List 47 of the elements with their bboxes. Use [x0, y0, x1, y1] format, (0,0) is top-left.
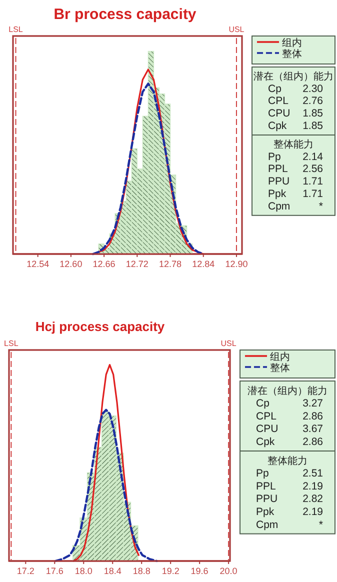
x-tick-label: 12.54	[26, 259, 50, 269]
legend-label: 组内	[270, 351, 290, 363]
legend-label: 整体	[282, 48, 302, 60]
text: 潜在（组内）能力	[248, 384, 328, 397]
legend-label: 组内	[282, 37, 302, 49]
ref-line-label: USL	[220, 339, 237, 348]
text: Cp 2.30	[268, 82, 323, 95]
x-tick-label: 12.78	[159, 259, 182, 269]
x-tick-label: 12.60	[60, 259, 82, 269]
x-tick-label: 20.0	[220, 566, 238, 576]
text: Cpm *	[268, 200, 323, 212]
x-tick-label: 12.90	[225, 259, 248, 269]
text: Pp 2.14	[268, 150, 323, 163]
text: Ppk 1.71	[268, 188, 323, 200]
ref-line-label: LSL	[8, 25, 24, 34]
chart-title: Br process capacity	[54, 6, 197, 23]
text: Cpk 1.85	[268, 120, 323, 132]
text: Cpm *	[256, 518, 323, 531]
x-tick-label: 12.84	[192, 259, 215, 269]
text: PPU 2.82	[256, 493, 323, 506]
text: CPL 2.76	[268, 95, 323, 108]
x-tick-label: 19.2	[162, 566, 180, 576]
x-tick-label: 18.0	[74, 566, 92, 576]
ref-line-label: USL	[228, 25, 245, 34]
x-tick-label: 17.2	[16, 566, 34, 576]
text: 整体能力	[274, 138, 314, 150]
x-tick-label: 17.6	[46, 566, 64, 576]
x-tick-label: 12.66	[92, 259, 116, 269]
legend-label: 整体	[270, 362, 290, 374]
text: 潜在（组内）能力	[254, 70, 334, 82]
text: Pp 2.51	[256, 468, 323, 480]
ref-line-label: LSL	[4, 339, 19, 348]
x-tick-label: 19.6	[190, 566, 208, 576]
x-tick-label: 18.8	[132, 566, 150, 576]
text: Cpk 2.86	[256, 436, 323, 448]
text: PPL 2.56	[268, 163, 323, 176]
x-tick-label: 12.72	[126, 259, 148, 269]
text: CPU 3.67	[256, 423, 323, 436]
text: PPL 2.19	[256, 480, 323, 492]
text: 整体能力	[268, 454, 308, 467]
chart-title: Hcj process capacity	[35, 319, 166, 334]
text: CPL 2.86	[256, 410, 323, 422]
text: Ppk 2.19	[256, 506, 323, 518]
text: PPU 1.71	[268, 176, 323, 188]
text: Cp 3.27	[256, 398, 323, 410]
x-tick-label: 18.4	[104, 566, 122, 576]
text: CPU 1.85	[268, 108, 324, 120]
